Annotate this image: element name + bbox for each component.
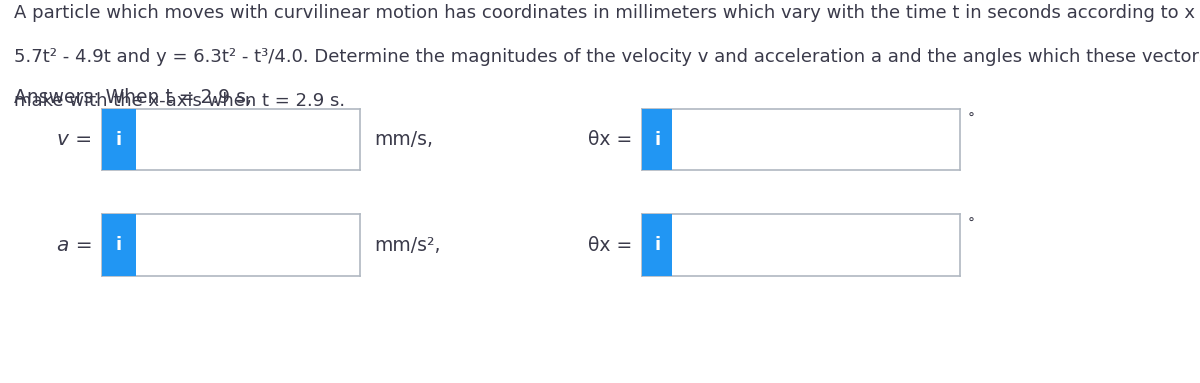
Text: θx =: θx = — [588, 130, 632, 149]
Text: i: i — [654, 236, 660, 254]
Text: i: i — [654, 131, 660, 149]
Text: °: ° — [967, 217, 974, 231]
Text: a =: a = — [56, 236, 92, 255]
Text: i: i — [115, 236, 122, 254]
Text: i: i — [115, 131, 122, 149]
Text: A particle which moves with curvilinear motion has coordinates in millimeters wh: A particle which moves with curvilinear … — [14, 4, 1200, 22]
Text: mm/s²,: mm/s², — [374, 236, 440, 255]
Text: make with the x-axis when t = 2.9 s.: make with the x-axis when t = 2.9 s. — [14, 92, 346, 110]
Text: mm/s,: mm/s, — [374, 130, 433, 149]
Text: 5.7t² - 4.9t and y = 6.3t² - t³/4.0. Determine the magnitudes of the velocity v : 5.7t² - 4.9t and y = 6.3t² - t³/4.0. Det… — [14, 48, 1200, 66]
Text: v =: v = — [58, 130, 92, 149]
Text: °: ° — [967, 112, 974, 126]
Text: Answers: When t = 2.9 s,: Answers: When t = 2.9 s, — [14, 88, 252, 107]
Text: θx =: θx = — [588, 236, 632, 255]
